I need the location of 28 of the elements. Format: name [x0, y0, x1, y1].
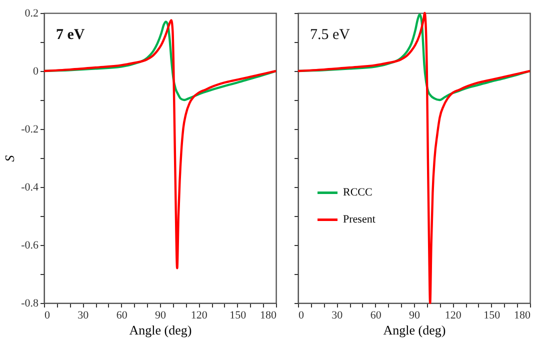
x-axis-title: Angle (deg) — [129, 322, 192, 338]
x-tick-label: 90 — [155, 310, 166, 322]
x-tick-label: 180 — [260, 310, 277, 322]
legend-label: RCCC — [343, 186, 372, 199]
x-tick-label: 60 — [370, 310, 382, 322]
text: 7 eV — [56, 27, 85, 43]
y-tick-label: -0.2 — [21, 124, 38, 136]
x-tick-label: 120 — [190, 310, 208, 322]
x-tick-label: 150 — [484, 310, 501, 322]
y-tick-label: -0.6 — [21, 240, 39, 252]
x-tick-label: 30 — [78, 310, 90, 322]
y-tick-label: 0 — [33, 66, 39, 78]
x-tick-label: 180 — [514, 310, 531, 322]
y-axis-title: S — [2, 154, 18, 162]
y-tick-label: -0.4 — [21, 182, 39, 194]
x-axis-title: Angle (deg) — [383, 322, 446, 338]
x-tick-label: 30 — [332, 310, 344, 322]
y-tick-label: -0.8 — [21, 298, 39, 310]
text: 7.5 eV — [310, 27, 350, 43]
x-tick-label: 0 — [44, 310, 50, 322]
y-tick-label: 0.2 — [24, 8, 38, 20]
legend-label: Present — [343, 214, 376, 226]
line-series — [42, 19, 278, 270]
x-tick-label: 90 — [409, 310, 420, 322]
x-tick-label: 120 — [444, 310, 462, 322]
x-tick-label: 150 — [230, 310, 247, 322]
x-tick-label: 60 — [116, 310, 128, 322]
x-tick-label: 0 — [298, 310, 304, 322]
